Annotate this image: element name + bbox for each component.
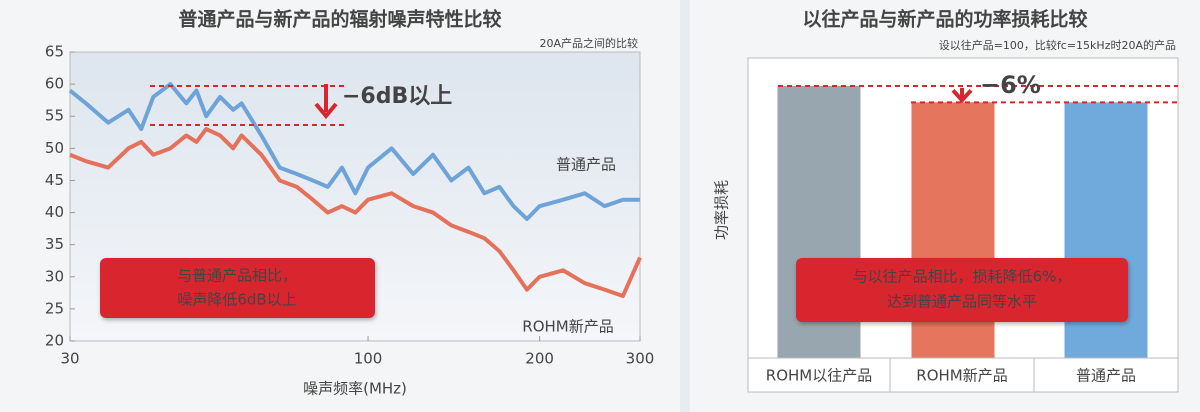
note-text: 噪声降低6dB以上	[177, 291, 296, 309]
note-box	[100, 258, 375, 318]
x-tick-label: 普通产品	[1076, 367, 1136, 385]
x-tick-label: 30	[60, 350, 79, 368]
x-tick-label: ROHM新产品	[916, 367, 1007, 385]
subtitle: 设以往产品=100，比较fc=15kHz时20A的产品	[939, 38, 1176, 52]
note-text: 与以往产品相比，损耗降低6%，	[853, 268, 1072, 286]
arrow	[314, 84, 338, 120]
category-cell	[889, 357, 1035, 393]
chart-title: 以往产品与新产品的功率损耗比较	[802, 8, 1087, 31]
chart-title: 普通产品与新产品的辐射噪声特性比较	[178, 8, 501, 31]
x-tick-label: ROHM以往产品	[766, 367, 872, 385]
x-tick-label: 200	[525, 350, 554, 368]
note-box	[796, 258, 1128, 322]
x-axis-label: 噪声频率(MHz)	[303, 380, 407, 398]
arrow	[951, 88, 973, 104]
category-cell	[1033, 357, 1179, 393]
annotation: −6%	[980, 71, 1041, 99]
y-tick-label: 35	[45, 235, 64, 253]
legend-label: ROHM新产品	[522, 318, 613, 336]
series-line	[69, 127, 642, 299]
subtitle: 20A产品之间的比较	[539, 36, 638, 50]
x-tick-label: 300	[626, 350, 655, 368]
y-tick-label: 25	[45, 299, 64, 317]
note-text: 达到普通产品同等水平	[887, 293, 1037, 311]
y-tick-label: 55	[45, 107, 64, 125]
annotation: −6dB以上	[342, 84, 452, 109]
x-tick-label: 100	[354, 350, 383, 368]
y-tick-label: 30	[45, 267, 64, 285]
category-cell	[747, 357, 891, 393]
y-tick-label: 20	[45, 332, 64, 350]
y-tick-label: 40	[45, 203, 64, 221]
series-line	[68, 82, 640, 221]
y-tick-label: 50	[45, 139, 64, 157]
y-tick-label: 60	[45, 75, 64, 93]
y-tick-label: 65	[45, 43, 64, 61]
legend-label: 普通产品	[556, 156, 616, 174]
y-axis-label: 功率损耗	[713, 180, 731, 240]
y-tick-label: 45	[45, 171, 64, 189]
note-text: 与普通产品相比，	[177, 267, 297, 285]
